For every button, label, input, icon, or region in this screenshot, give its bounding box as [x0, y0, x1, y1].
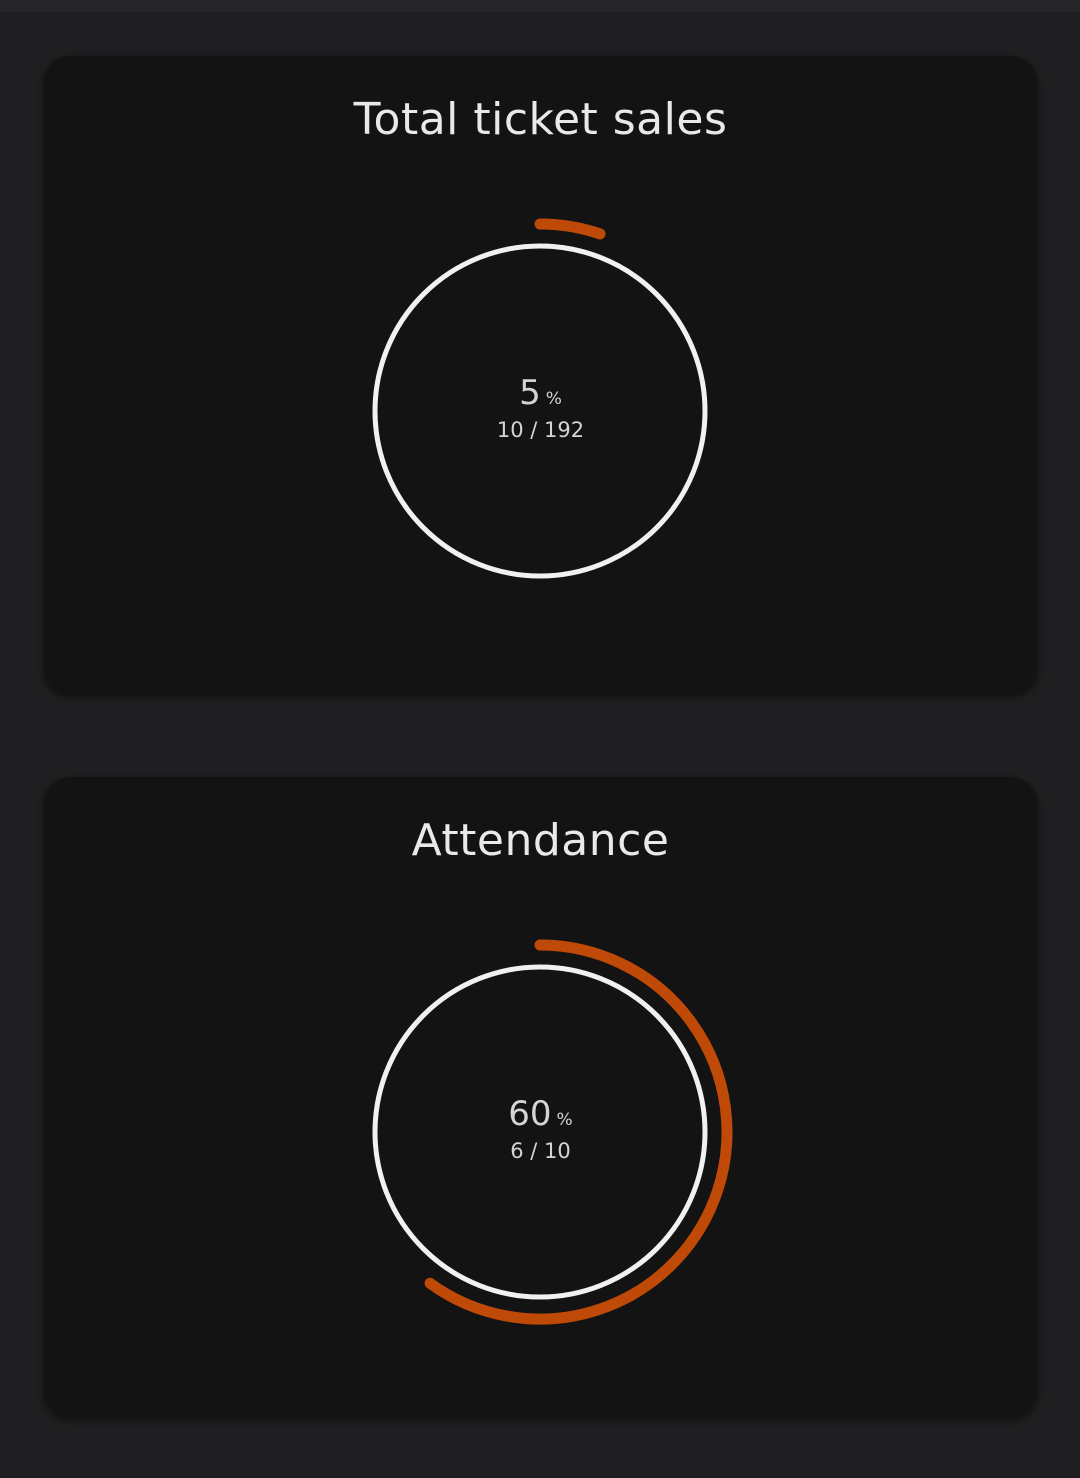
gauge-progress-arc: [534, 218, 606, 240]
percent-value: 60: [508, 1094, 552, 1134]
ticket-sales-gauge: [372, 218, 708, 579]
percent-unit: %: [545, 389, 562, 409]
status-strip: [0, 0, 1080, 12]
gauge-progress-arc: [424, 939, 733, 1325]
attendance-gauge: [372, 939, 733, 1325]
percent-value-line: 60%: [44, 1095, 1037, 1139]
percent-value-line: 5%: [44, 374, 1037, 418]
count-value: 10 / 192: [496, 418, 585, 442]
gauge-center-readout: 5% 10 / 192: [44, 374, 1037, 442]
gauge-ring: [372, 243, 708, 579]
card-title: Attendance: [411, 815, 670, 866]
gauge-center-readout: 60% 6 / 10: [44, 1095, 1037, 1163]
percent-value: 5: [519, 373, 541, 413]
count-value: 6 / 10: [510, 1139, 571, 1163]
attendance-card: Attendance 60% 6 / 10: [44, 777, 1037, 1417]
card-title: Total ticket sales: [353, 94, 728, 145]
percent-unit: %: [556, 1110, 573, 1130]
gauge-ring: [372, 964, 708, 1300]
ticket-sales-card: Total ticket sales 5% 10 / 192: [44, 56, 1037, 694]
